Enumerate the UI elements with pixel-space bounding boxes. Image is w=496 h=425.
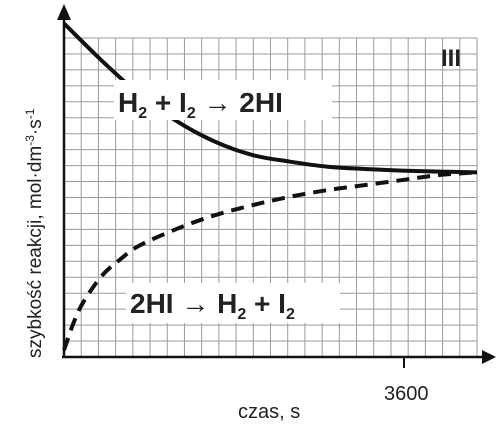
series-label-forward-bg	[114, 80, 332, 120]
y-axis-label: szybkość reakcji, mol·dm-3·s-1	[23, 108, 46, 358]
series-label-forward: H2 + I2 → 2HI	[114, 80, 332, 122]
series-label-forward-text: H2 + I2 → 2HI	[118, 87, 283, 122]
x-axis-label: czas, s	[238, 401, 300, 423]
series-label-reverse: 2HI → H2 + I2	[126, 283, 340, 323]
x-tick-label-3600: 3600	[384, 383, 429, 405]
panel-label: III	[441, 45, 461, 72]
series-line-reverse	[62, 170, 478, 351]
y-axis: szybkość reakcji, mol·dm-3·s-1	[23, 4, 71, 358]
y-axis-arrow-icon	[57, 4, 71, 20]
series-label-reverse-bg	[126, 283, 340, 323]
x-axis: 3600 czas, s	[62, 350, 496, 423]
x-axis-arrow-icon	[482, 350, 496, 364]
series-label-reverse-text: 2HI → H2 + I2	[130, 288, 295, 323]
